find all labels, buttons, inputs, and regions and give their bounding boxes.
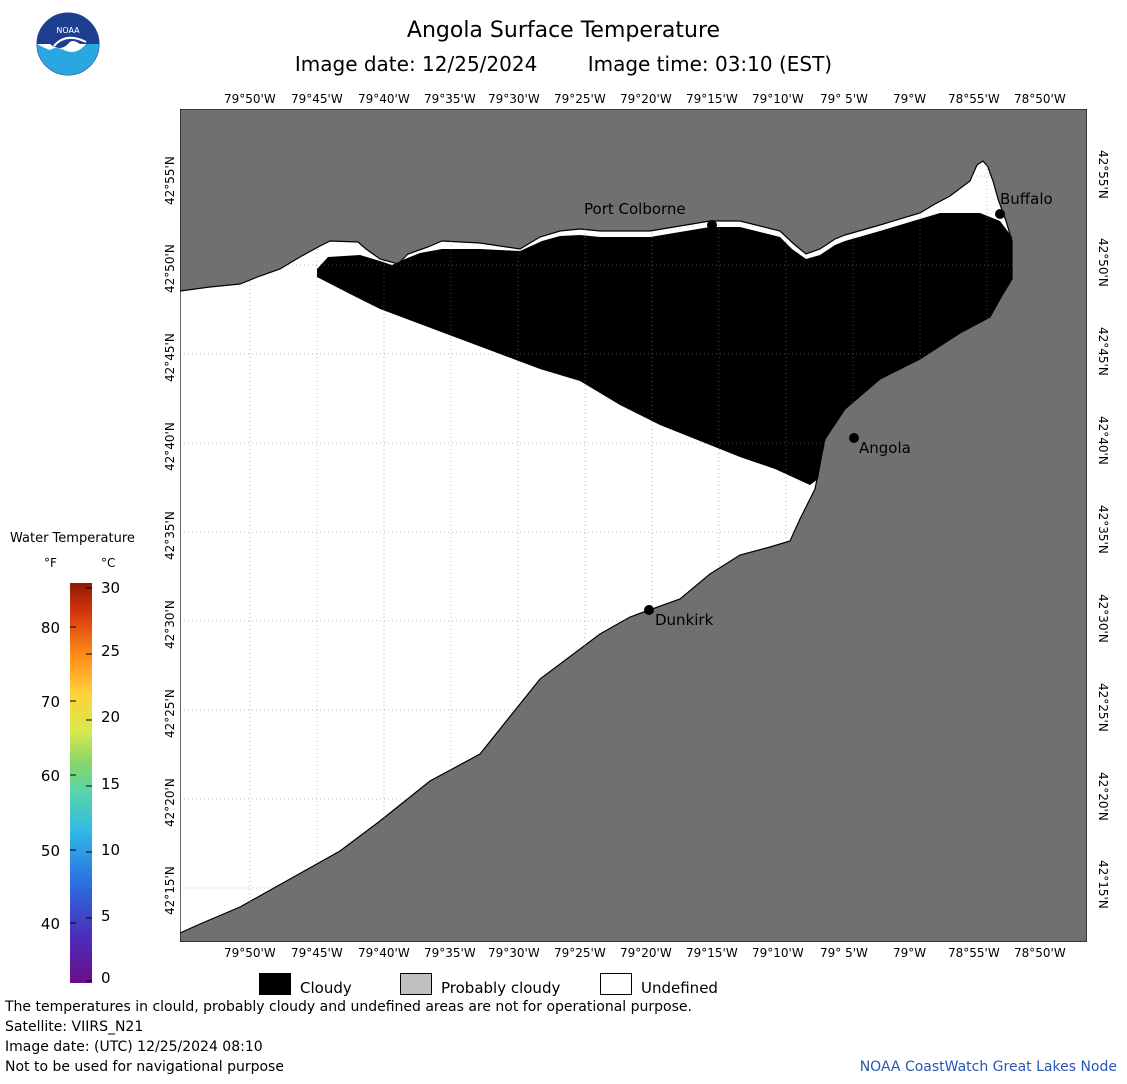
c-tick: 25 xyxy=(101,642,121,660)
lon-label: 79°45'W xyxy=(291,946,343,960)
lat-label: 42°50'N xyxy=(1096,238,1110,287)
lat-label: 42°50'N xyxy=(163,244,177,293)
lat-label: 42°40'N xyxy=(163,422,177,471)
port-colborne-marker xyxy=(707,220,717,230)
logo-text: NOAA xyxy=(56,26,80,35)
f-tick: 40 xyxy=(40,915,60,933)
lon-label: 79°40'W xyxy=(358,92,410,106)
city-label-buffalo: Buffalo xyxy=(1000,190,1053,208)
c-tick: 30 xyxy=(101,579,121,597)
satellite-text: Satellite: VIIRS_N21 xyxy=(5,1019,144,1035)
scale-ticks xyxy=(70,583,94,983)
cloud-mask-area xyxy=(317,213,1012,485)
lon-label: 79°35'W xyxy=(424,946,476,960)
legend-title: Water Temperature xyxy=(10,531,135,546)
disclaimer-text: The temperatures in clould, probably clo… xyxy=(5,999,692,1015)
lon-label: 79°30'W xyxy=(488,946,540,960)
key-swatch-probably-cloudy xyxy=(400,973,432,995)
navigation-warning: Not to be used for navigational purpose xyxy=(5,1059,284,1075)
key-swatch-cloudy xyxy=(259,973,291,995)
key-label-cloudy: Cloudy xyxy=(300,979,352,997)
lat-label: 42°25'N xyxy=(163,689,177,738)
c-tick: 5 xyxy=(101,907,111,925)
lon-label: 79° 5'W xyxy=(820,92,868,106)
image-date: Image date: 12/25/2024 xyxy=(294,52,538,76)
unit-fahrenheit: °F xyxy=(44,556,57,570)
lat-label: 42°30'N xyxy=(163,600,177,649)
temperature-color-scale xyxy=(70,583,92,983)
lat-label: 42°55'N xyxy=(163,156,177,205)
lon-label: 78°50'W xyxy=(1014,92,1066,106)
lon-label: 78°55'W xyxy=(948,946,1000,960)
unit-celsius: °C xyxy=(101,556,116,570)
lon-label: 79°10'W xyxy=(752,946,804,960)
lon-label: 79°40'W xyxy=(358,946,410,960)
city-label-dunkirk: Dunkirk xyxy=(655,611,714,629)
image-time: Image time: 03:10 (EST) xyxy=(587,52,833,76)
lon-label: 79°45'W xyxy=(291,92,343,106)
noaa-logo: NOAA xyxy=(36,12,100,76)
lat-label: 42°20'N xyxy=(163,778,177,827)
lon-label: 79°20'W xyxy=(620,946,672,960)
lon-label: 78°50'W xyxy=(1014,946,1066,960)
grid-lines xyxy=(180,109,1087,942)
lon-label: 79°W xyxy=(893,946,927,960)
c-tick: 20 xyxy=(101,708,121,726)
lat-label: 42°40'N xyxy=(1096,416,1110,465)
lon-label: 79°50'W xyxy=(224,946,276,960)
lon-label: 79°35'W xyxy=(424,92,476,106)
lat-label: 42°45'N xyxy=(1096,327,1110,376)
dunkirk-marker xyxy=(644,605,654,615)
city-label-angola: Angola xyxy=(859,439,911,457)
lat-label: 42°30'N xyxy=(1096,594,1110,643)
lat-label: 42°55'N xyxy=(1096,150,1110,199)
credit-text: NOAA CoastWatch Great Lakes Node xyxy=(859,1059,1117,1075)
key-swatch-undefined xyxy=(600,973,632,995)
lon-label: 79°30'W xyxy=(488,92,540,106)
lon-label: 79°50'W xyxy=(224,92,276,106)
f-tick: 50 xyxy=(40,842,60,860)
city-label-port-colborne: Port Colborne xyxy=(584,200,686,218)
f-tick: 80 xyxy=(40,619,60,637)
lat-label: 42°25'N xyxy=(1096,683,1110,732)
f-tick: 70 xyxy=(40,693,60,711)
lon-label: 79°15'W xyxy=(686,92,738,106)
lon-label: 79°25'W xyxy=(554,946,606,960)
lat-label: 42°35'N xyxy=(1096,505,1110,554)
lon-label: 78°55'W xyxy=(948,92,1000,106)
key-label-undefined: Undefined xyxy=(641,979,718,997)
image-info: Image date: 12/25/2024 Image time: 03:10… xyxy=(0,52,1127,76)
utc-date-text: Image date: (UTC) 12/25/2024 08:10 xyxy=(5,1039,263,1055)
c-tick: 15 xyxy=(101,775,121,793)
f-tick: 60 xyxy=(40,767,60,785)
key-label-probably-cloudy: Probably cloudy xyxy=(441,979,561,997)
lon-label: 79°20'W xyxy=(620,92,672,106)
page-title: Angola Surface Temperature xyxy=(406,18,721,43)
angola-marker xyxy=(849,433,859,443)
c-tick: 10 xyxy=(101,841,121,859)
lon-label: 79°10'W xyxy=(752,92,804,106)
lat-label: 42°20'N xyxy=(1096,772,1110,821)
lat-label: 42°15'N xyxy=(163,866,177,915)
lon-label: 79° 5'W xyxy=(820,946,868,960)
lat-label: 42°15'N xyxy=(1096,860,1110,909)
c-tick: 0 xyxy=(101,969,111,987)
buffalo-marker xyxy=(995,209,1005,219)
sst-map xyxy=(180,109,1087,942)
lon-label: 79°15'W xyxy=(686,946,738,960)
lat-label: 42°45'N xyxy=(163,333,177,382)
lon-label: 79°25'W xyxy=(554,92,606,106)
lon-label: 79°W xyxy=(893,92,927,106)
lat-label: 42°35'N xyxy=(163,511,177,560)
